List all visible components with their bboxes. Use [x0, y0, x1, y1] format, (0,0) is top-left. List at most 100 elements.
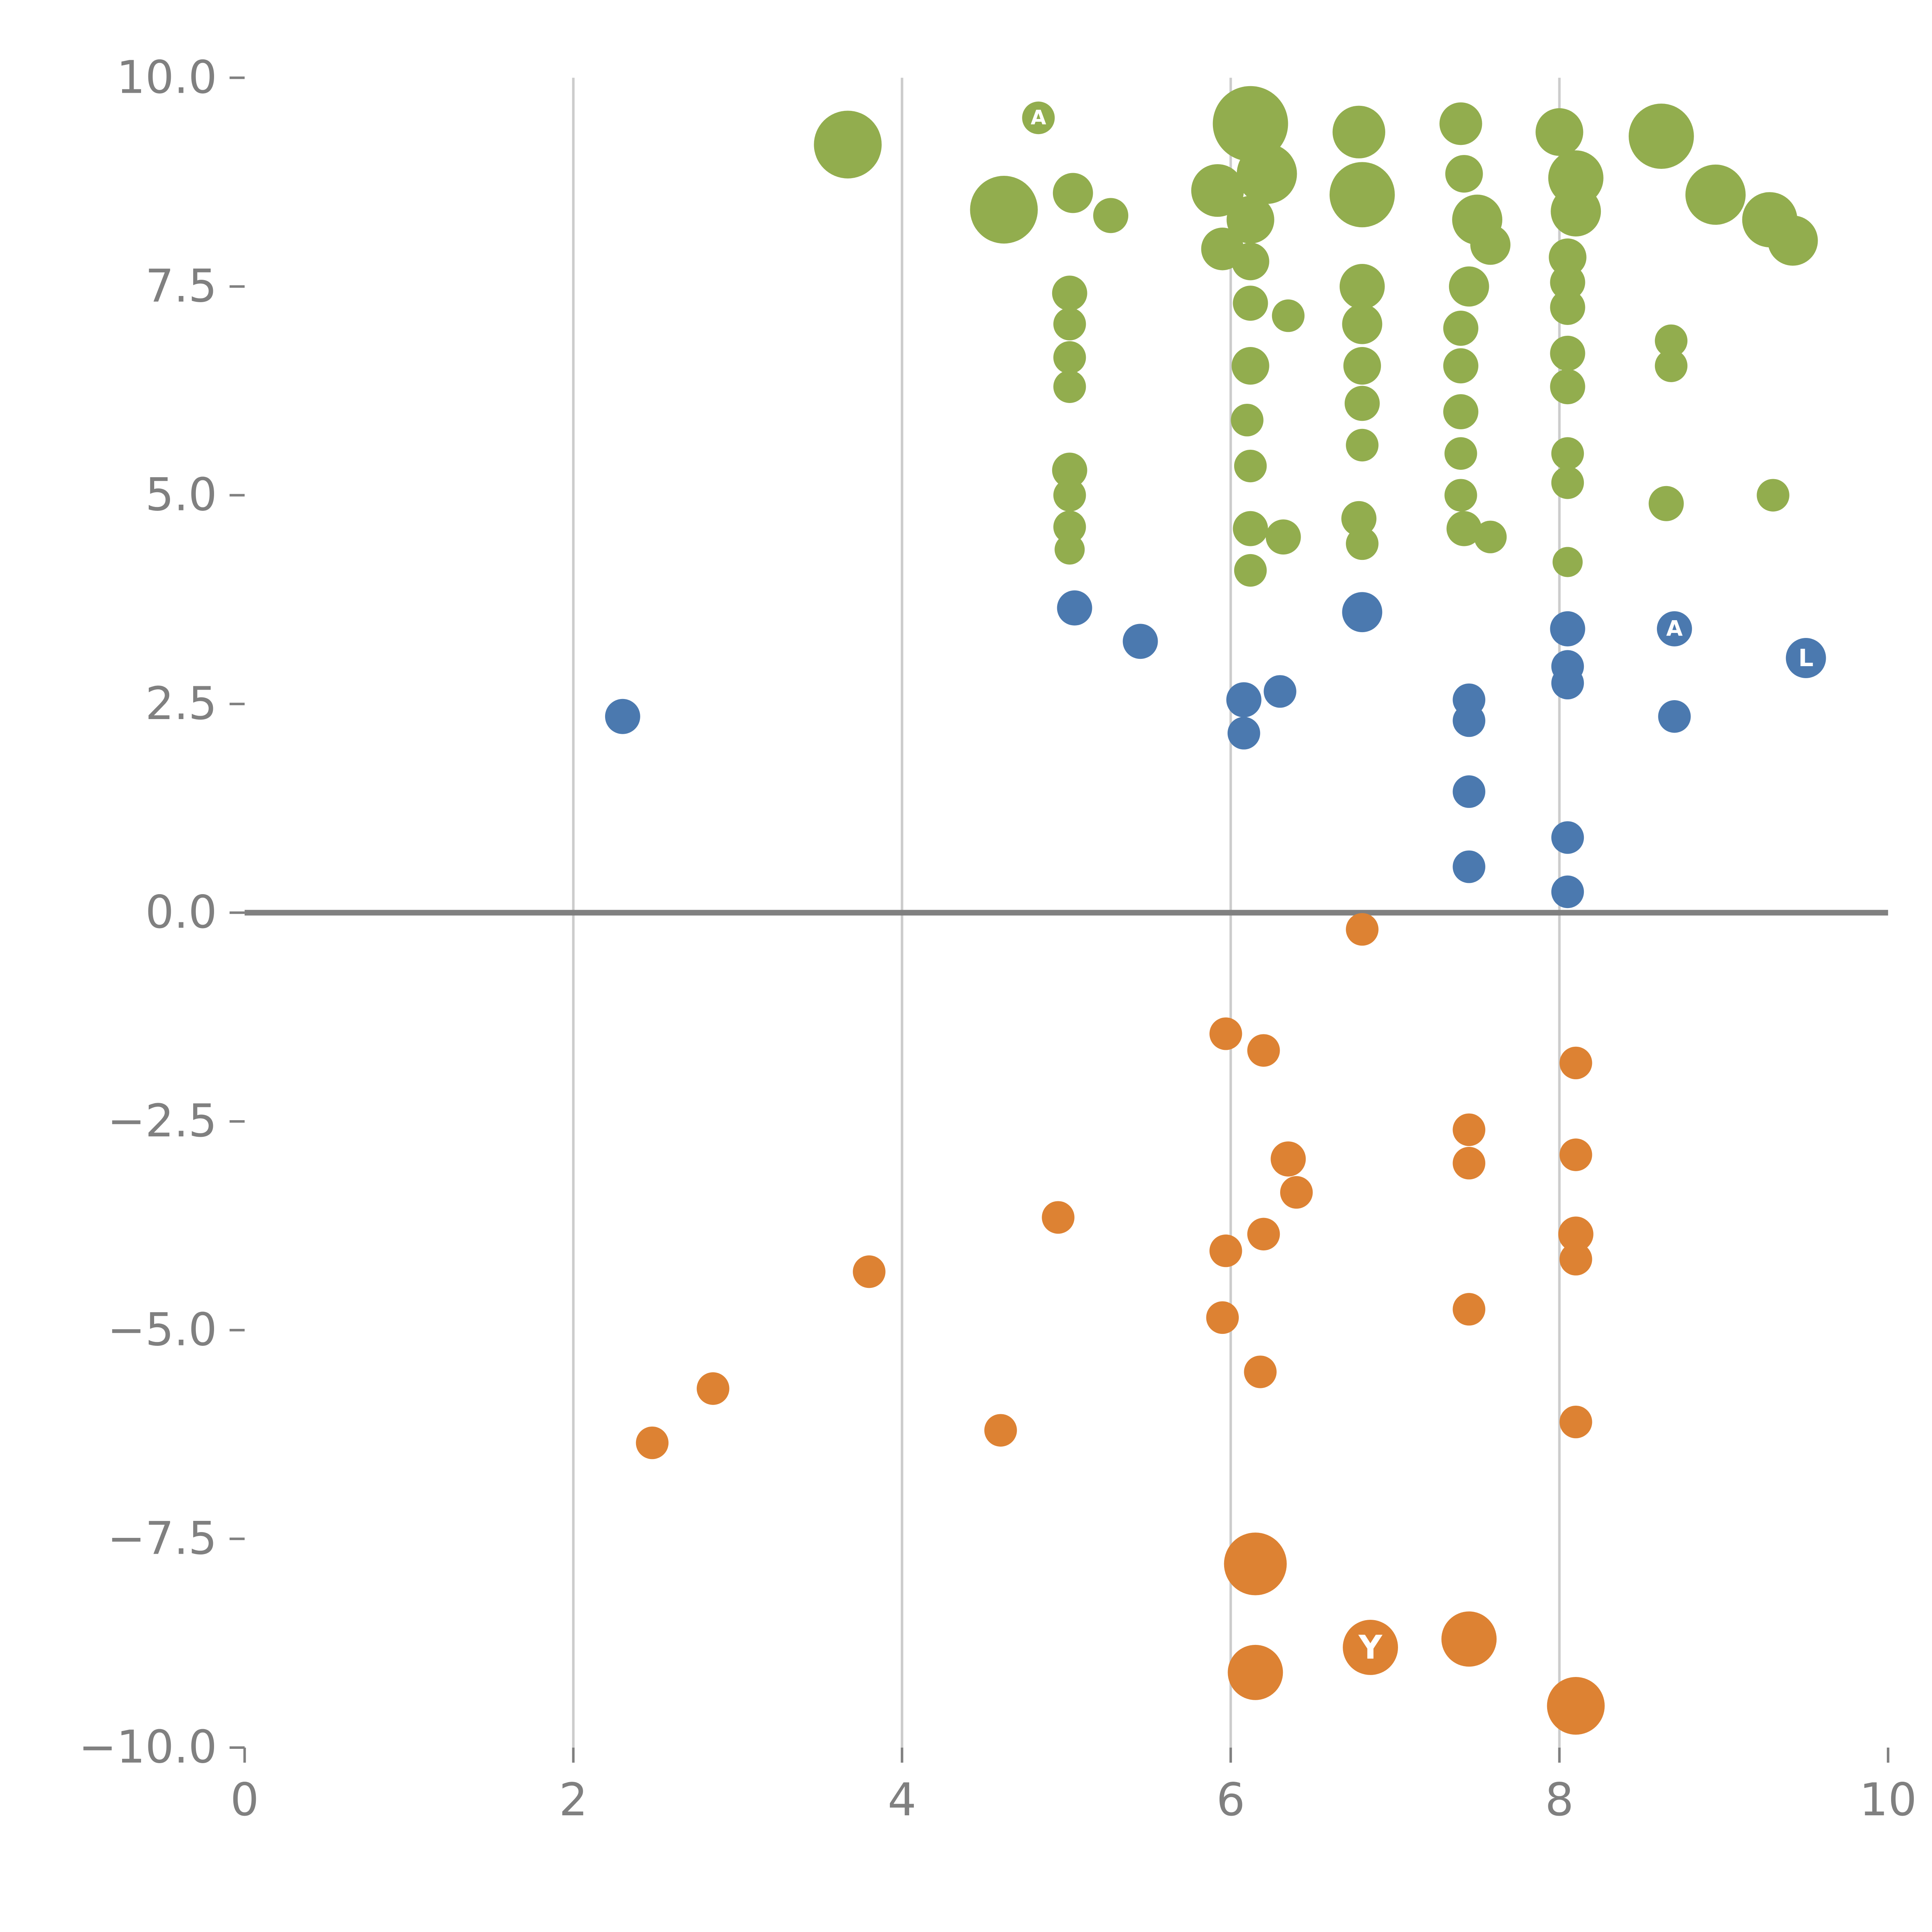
bubble-label: Y [1358, 1628, 1383, 1666]
bubble-green [1445, 155, 1483, 193]
bubble-blue [1264, 675, 1296, 708]
bubble-orange [1280, 1176, 1313, 1209]
bubble-green [1053, 479, 1086, 512]
bubble-green [1231, 403, 1264, 437]
bubble-orange [1247, 1218, 1280, 1251]
y-tick-label: −10.0 [79, 1721, 217, 1774]
bubble-orange [1343, 1620, 1398, 1675]
bubble-green [1093, 198, 1129, 233]
bubble-green [1053, 308, 1086, 340]
bubble-green [1549, 238, 1587, 276]
bubble-green [1054, 534, 1085, 565]
bubble-orange [1209, 1017, 1242, 1050]
bubble-orange [984, 1414, 1017, 1447]
y-tick-label: −5.0 [107, 1303, 217, 1356]
bubble-green [1053, 370, 1086, 403]
bubble-green [1474, 520, 1507, 553]
bubble-green [1272, 299, 1305, 332]
bubble-green [1470, 224, 1511, 265]
bubble-blue [605, 699, 640, 734]
bubble-green [1339, 264, 1385, 309]
bubble-orange [1247, 1034, 1280, 1067]
bubble-green [1553, 547, 1583, 577]
bubble-orange [1547, 1677, 1605, 1735]
bubble-orange [1042, 1201, 1075, 1234]
y-tick-label: 7.5 [145, 260, 217, 312]
bubble-orange [853, 1255, 886, 1288]
bubble-blue [1550, 611, 1585, 646]
bubble-green [1551, 186, 1601, 236]
bubble-blue [1656, 611, 1692, 646]
bubble-green [1648, 486, 1684, 521]
bubble-green [1550, 265, 1585, 300]
bubble-green [1551, 466, 1584, 499]
bubble-green [1332, 105, 1386, 158]
bubble-green [1234, 449, 1267, 483]
bubble-green [1022, 101, 1055, 134]
bubble-blue [1786, 638, 1826, 678]
x-tick-label: 6 [1216, 1774, 1245, 1826]
x-tick-label: 0 [230, 1774, 259, 1826]
bubble-green [1233, 511, 1268, 546]
bubble-green [970, 176, 1038, 244]
bubble-green [1265, 519, 1301, 555]
bubble-green [1439, 102, 1482, 145]
bubble-orange [1452, 1293, 1485, 1326]
bubble-blue [1551, 667, 1584, 700]
bubble-green [1536, 108, 1583, 156]
bubble-orange [1224, 1532, 1287, 1595]
bubble-green [1341, 501, 1377, 536]
bubble-orange [1441, 1611, 1497, 1667]
bubble-label: A [1031, 106, 1046, 129]
x-tick-label: 4 [888, 1774, 916, 1826]
bubble-orange [697, 1372, 730, 1405]
bubble-green [1757, 479, 1789, 512]
bubble-blue [1551, 875, 1584, 908]
bubble-green [1449, 266, 1489, 307]
bubble-green [1329, 162, 1395, 228]
bubble-green [1233, 286, 1268, 321]
bubble-green [1446, 511, 1482, 546]
y-tick-label: 0.0 [145, 886, 217, 939]
bubble-label: A [1666, 616, 1683, 641]
bubble-orange [1452, 1113, 1485, 1146]
bubble-blue [1551, 821, 1584, 854]
bubble-green [1236, 143, 1297, 204]
y-tick-label: 10.0 [116, 51, 217, 104]
bubble-green [1226, 196, 1274, 244]
bubble-orange [1560, 1405, 1592, 1439]
bubble-orange [1206, 1301, 1239, 1334]
bubble-green [1685, 164, 1746, 225]
bubble-orange [1346, 913, 1379, 946]
bubble-green [1343, 347, 1381, 385]
bubble-green [1231, 347, 1269, 385]
bubble-green [1655, 324, 1688, 357]
y-tick-label: 2.5 [145, 677, 217, 730]
y-tick-label: −7.5 [107, 1512, 217, 1565]
bubble-blue [1342, 592, 1383, 633]
bubble-green [1551, 437, 1584, 470]
bubble-orange [1560, 1046, 1592, 1080]
bubble-green [1629, 104, 1694, 169]
bubble-green [1550, 335, 1585, 371]
x-tick-label: 10 [1859, 1774, 1917, 1826]
bubble-green [1444, 479, 1477, 512]
x-tick-label: 8 [1545, 1774, 1574, 1826]
bubble-green [1053, 341, 1086, 374]
bubble-green [1767, 215, 1818, 266]
bubble-green [1443, 311, 1478, 346]
bubble-green [1191, 164, 1244, 217]
bubble-green [1234, 554, 1267, 587]
bubble-green [1443, 348, 1478, 384]
bubble-green [1444, 437, 1477, 470]
bubble-blue [1226, 682, 1262, 718]
bubble-green [1550, 290, 1585, 325]
bubble-green [1052, 452, 1087, 488]
bubble-blue [1227, 717, 1260, 750]
bubble-green [1053, 510, 1086, 543]
bubble-orange [1560, 1138, 1592, 1171]
bubble-green [1346, 527, 1379, 560]
bubble-orange [1244, 1355, 1277, 1388]
bubble-orange [1558, 1216, 1594, 1252]
